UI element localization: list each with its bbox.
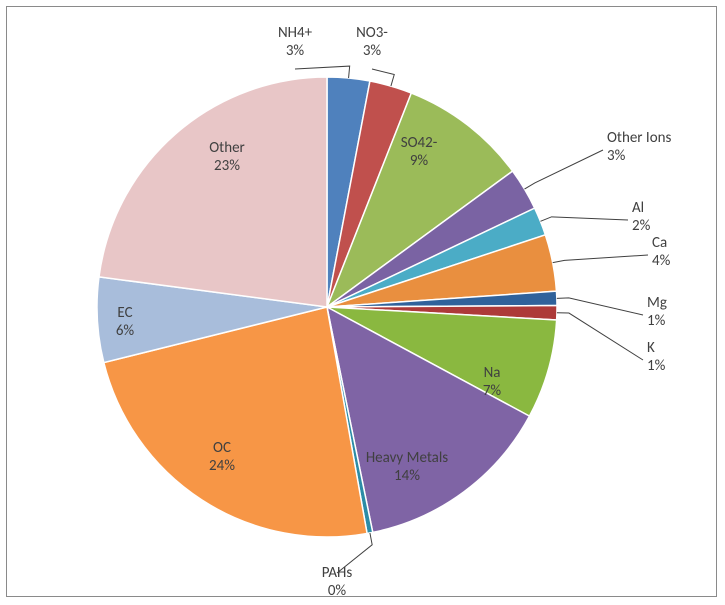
slice-label-name: NO3- — [356, 24, 388, 42]
slice-label-pct: 1% — [647, 357, 666, 375]
slice-label-pct: 4% — [652, 252, 671, 270]
slice-label-pct: 2% — [632, 217, 651, 235]
slice-label-ec: EC6% — [116, 304, 135, 340]
slice-label-name: EC — [117, 304, 132, 322]
leader-line — [524, 150, 603, 189]
slice-label-pct: 9% — [410, 152, 429, 170]
slice-label-no3-: NO3-3% — [356, 24, 388, 60]
slice-label-pct: 7% — [483, 382, 502, 400]
slice-label-pct: 3% — [286, 42, 305, 60]
slice-label-name: SO42- — [401, 134, 438, 152]
slice-label-pahs: PAHs0% — [322, 564, 353, 598]
slice-label-name: Na — [484, 364, 501, 382]
slice-label-na: Na7% — [483, 364, 502, 400]
slice-label-pct: 3% — [607, 147, 626, 165]
slice-label-nh4-: NH4+3% — [278, 24, 313, 60]
slice-label-pct: 24% — [209, 457, 235, 475]
slice-label-name: Other Ions — [607, 129, 671, 147]
leader-line — [557, 313, 643, 360]
leader-line — [540, 217, 628, 221]
slice-label-name: Mg — [647, 294, 667, 312]
slice-label-pct: 3% — [363, 42, 382, 60]
slice-label-name: NH4+ — [278, 24, 313, 42]
slice-label-pct: 6% — [116, 322, 135, 340]
slice-label-k: K1% — [647, 339, 666, 375]
slice-label-name: Other — [209, 139, 245, 157]
chart-frame: NH4+3%NO3-3%SO42-9%Other Ions3%Al2%Ca4%M… — [6, 6, 717, 597]
slice-label-ca: Ca4% — [652, 234, 671, 270]
slice-label-pct: 23% — [214, 157, 240, 175]
leader-line — [553, 255, 648, 263]
slice-label-pct: 14% — [394, 467, 420, 485]
pie-chart: NH4+3%NO3-3%SO42-9%Other Ions3%Al2%Ca4%M… — [7, 7, 718, 598]
slice-label-name: Al — [632, 199, 644, 217]
leader-line — [295, 66, 350, 78]
leader-line — [557, 298, 643, 315]
slice-label-mg: Mg1% — [647, 294, 667, 330]
slice-label-name: OC — [213, 439, 231, 457]
slice-label-al: Al2% — [632, 199, 651, 235]
slice-label-other-ions: Other Ions3% — [607, 129, 671, 165]
pie-slice-other — [99, 77, 327, 307]
slice-label-name: K — [647, 339, 655, 357]
slice-label-other: Other23% — [209, 139, 245, 175]
slice-label-name: Ca — [652, 234, 667, 252]
slice-label-name: PAHs — [322, 564, 353, 582]
slice-label-pct: 0% — [328, 582, 347, 598]
slice-label-name: Heavy Metals — [366, 449, 448, 467]
slice-label-pct: 1% — [647, 312, 666, 330]
